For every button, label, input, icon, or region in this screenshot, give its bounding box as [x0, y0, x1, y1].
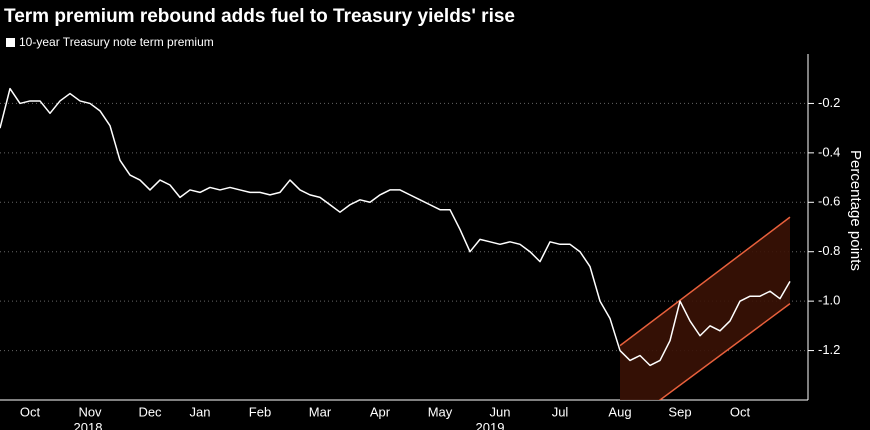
y-tick-label: -0.8: [818, 243, 840, 258]
x-group-label: 2018: [74, 420, 103, 430]
x-tick-label: Apr: [370, 404, 391, 419]
x-tick-label: Oct: [20, 404, 41, 419]
legend-label: 10-year Treasury note term premium: [19, 35, 214, 49]
x-tick-label: Oct: [730, 404, 751, 419]
x-tick-label: Jan: [190, 404, 211, 419]
y-tick-label: -0.4: [818, 144, 840, 159]
x-tick-label: Jul: [552, 404, 569, 419]
channel-line: [619, 216, 791, 347]
channel: [619, 216, 791, 400]
x-tick-label: Feb: [249, 404, 271, 419]
y-tick-label: -1.2: [818, 342, 840, 357]
y-tick-label: -0.6: [818, 194, 840, 209]
x-group-label: 2019: [476, 420, 505, 430]
x-tick-label: Nov: [78, 404, 102, 419]
legend-swatch: [6, 38, 15, 47]
chart-title: Term premium rebound adds fuel to Treasu…: [4, 6, 515, 27]
x-tick-label: Dec: [138, 404, 162, 419]
x-tick-label: Sep: [668, 404, 691, 419]
y-axis-label: Percentage points: [847, 150, 864, 271]
x-tick-label: Aug: [608, 404, 631, 419]
x-tick-label: Jun: [490, 404, 511, 419]
channel-line: [658, 303, 791, 400]
data-line: [0, 87, 791, 367]
x-tick-label: Mar: [309, 404, 332, 419]
x-tick-label: May: [428, 404, 453, 419]
y-tick-label: -0.2: [818, 95, 840, 110]
y-tick-label: -1.0: [818, 293, 840, 308]
